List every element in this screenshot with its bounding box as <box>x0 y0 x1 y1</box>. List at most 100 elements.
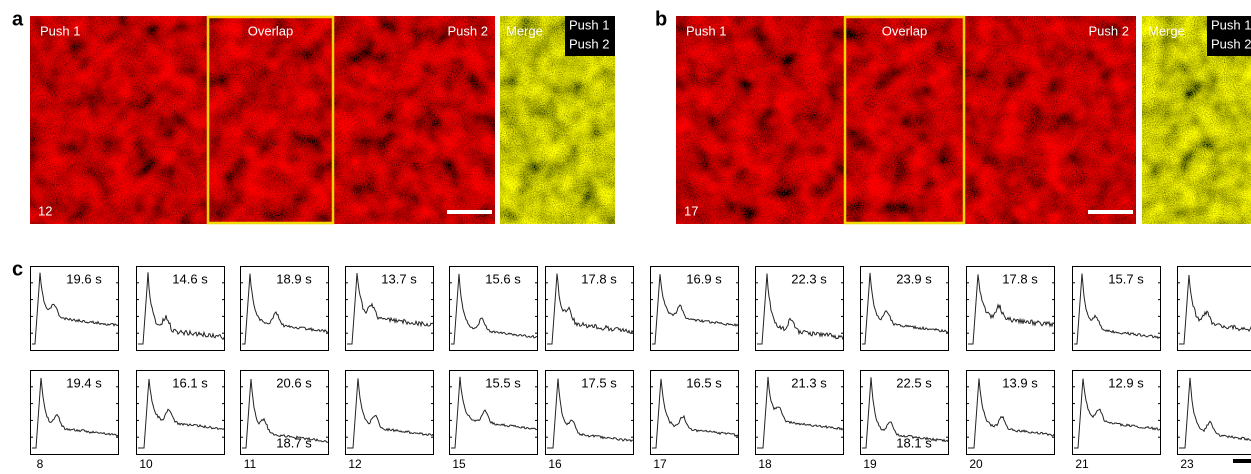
trace-frame <box>650 370 739 455</box>
trace-frame <box>345 266 434 351</box>
overlap-box <box>843 15 966 225</box>
duration-label: 23.9 s <box>896 271 932 286</box>
legend-entry: Push 1 <box>569 17 609 32</box>
trace <box>862 272 949 345</box>
column-label: 15 <box>452 457 466 471</box>
duration-label: 22.5 s <box>896 375 932 390</box>
micrograph <box>30 16 495 224</box>
trace <box>968 274 1055 345</box>
duration-label: 15.6 s <box>485 271 521 286</box>
trace <box>138 379 225 449</box>
trace <box>547 378 634 449</box>
trace-frame <box>860 370 949 455</box>
image-number: 12 <box>38 203 52 218</box>
duration-label: 19.6 s <box>66 271 102 286</box>
trace-frame <box>545 266 634 351</box>
duration-label: 13.7 s <box>381 271 417 286</box>
overlap-box <box>206 15 335 225</box>
trace-frame <box>1072 266 1161 351</box>
image-label: Overlap <box>882 23 928 38</box>
duration-label: 12.9 s <box>1108 375 1144 390</box>
trace <box>1179 377 1251 449</box>
column-label: 20 <box>969 457 983 471</box>
trace-frame <box>136 266 225 351</box>
column-label: 8 <box>37 457 44 471</box>
trace-frame <box>966 266 1055 351</box>
image-label: Merge <box>506 23 543 38</box>
image-label: Push 2 <box>448 23 488 38</box>
legend-box <box>565 16 615 56</box>
trace <box>547 273 634 345</box>
trace-frame <box>650 266 739 351</box>
trace-frame <box>30 266 119 351</box>
column-label: 19 <box>863 457 877 471</box>
trace-frame <box>1177 266 1251 351</box>
micrograph <box>676 16 1136 224</box>
trace <box>652 274 739 345</box>
trace-frame <box>755 266 844 351</box>
trace <box>1074 273 1161 345</box>
trace <box>652 378 739 449</box>
duration-label: 19.4 s <box>66 375 102 390</box>
trace-frame <box>449 370 538 455</box>
column-label: 16 <box>548 457 562 471</box>
duration-label: 18.9 s <box>276 271 312 286</box>
duration-label: 14.6 s <box>172 271 208 286</box>
trace <box>32 272 119 345</box>
trace <box>862 377 949 449</box>
image-label: Overlap <box>248 23 294 38</box>
duration-label: 16.1 s <box>172 375 208 390</box>
duration-label: 15.7 s <box>1108 271 1144 286</box>
scale-bar <box>447 210 492 214</box>
image-number: 17 <box>684 203 698 218</box>
panel-label: c <box>12 258 23 280</box>
trace-frame <box>240 266 329 351</box>
trace <box>451 376 538 449</box>
trace <box>242 379 329 449</box>
panel-label: a <box>12 8 24 30</box>
duration-label: 18.7 s <box>276 435 312 450</box>
trace <box>347 273 434 345</box>
image-label: Push 1 <box>40 23 80 38</box>
duration-label: 21.3 s <box>791 375 827 390</box>
trace-frame <box>545 370 634 455</box>
duration-label: 13.9 s <box>1002 375 1038 390</box>
trace-frame <box>860 266 949 351</box>
scale-bar <box>1233 459 1251 463</box>
column-label: 10 <box>139 457 153 471</box>
legend-entry: Push 2 <box>569 36 609 51</box>
trace <box>757 376 844 449</box>
duration-label: 20.6 s <box>276 375 312 390</box>
trace-panels: c 19.6 s 19.4 s 8 14.6 s 16.1 s 10 18.9 s 20.6 s… <box>12 258 1251 471</box>
trace <box>1074 378 1161 449</box>
column-label: 12 <box>348 457 362 471</box>
trace <box>757 273 844 345</box>
duration-label: 22.3 s <box>791 271 827 286</box>
duration-label: 16.5 s <box>686 375 722 390</box>
trace <box>1179 274 1251 345</box>
trace <box>242 273 329 345</box>
trace <box>451 273 538 345</box>
duration-label: 18.1 s <box>896 435 932 450</box>
legend-entry: Push 2 <box>1211 36 1251 51</box>
trace-frame <box>755 370 844 455</box>
panel-label: b <box>655 8 667 30</box>
trace-frame <box>240 370 329 455</box>
duration-label: 17.5 s <box>581 375 617 390</box>
trace-frame <box>136 370 225 455</box>
legend-entry: Push 1 <box>1211 17 1251 32</box>
image-panels: a Push 1 Overlap Push 2 Merge Push 1 Push 2 12 b… <box>12 8 1251 225</box>
image-label: Push 1 <box>686 23 726 38</box>
trace-frame <box>1072 370 1161 455</box>
image-label: Merge <box>1148 23 1185 38</box>
trace-frame <box>449 266 538 351</box>
duration-label: 15.5 s <box>485 375 521 390</box>
column-label: 21 <box>1075 457 1089 471</box>
scale-bar <box>1088 210 1133 214</box>
duration-label: 17.8 s <box>581 271 617 286</box>
image-label: Push 2 <box>1089 23 1129 38</box>
column-label: 23 <box>1180 457 1194 471</box>
trace-frame <box>30 370 119 455</box>
column-label: 18 <box>758 457 772 471</box>
